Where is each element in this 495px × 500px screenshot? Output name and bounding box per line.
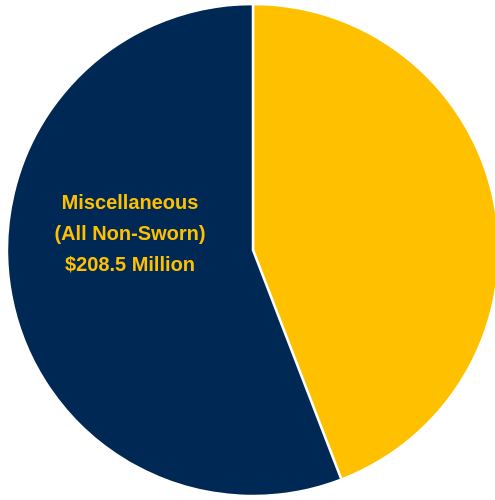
slice-label-line: $164.8 Million bbox=[320, 254, 450, 276]
pie-slice-miscellaneous bbox=[5, 2, 343, 498]
slice-label-line: Miscellaneous bbox=[62, 192, 199, 214]
pie-slices bbox=[5, 2, 495, 498]
pie-labels: Safety (Police & Fire) $164.8 Million Misce… bbox=[54, 192, 452, 276]
slice-label-line: (Police & Fire) bbox=[318, 223, 452, 245]
slice-label-safety: Safety (Police & Fire) $164.8 Million bbox=[318, 192, 452, 276]
slice-label-line: (All Non-Sworn) bbox=[54, 223, 205, 245]
slice-label-miscellaneous: Miscellaneous (All Non-Sworn) $208.5 Milli… bbox=[54, 192, 205, 276]
slice-label-line: $208.5 Million bbox=[65, 254, 195, 276]
slice-label-line: Safety bbox=[355, 192, 416, 214]
